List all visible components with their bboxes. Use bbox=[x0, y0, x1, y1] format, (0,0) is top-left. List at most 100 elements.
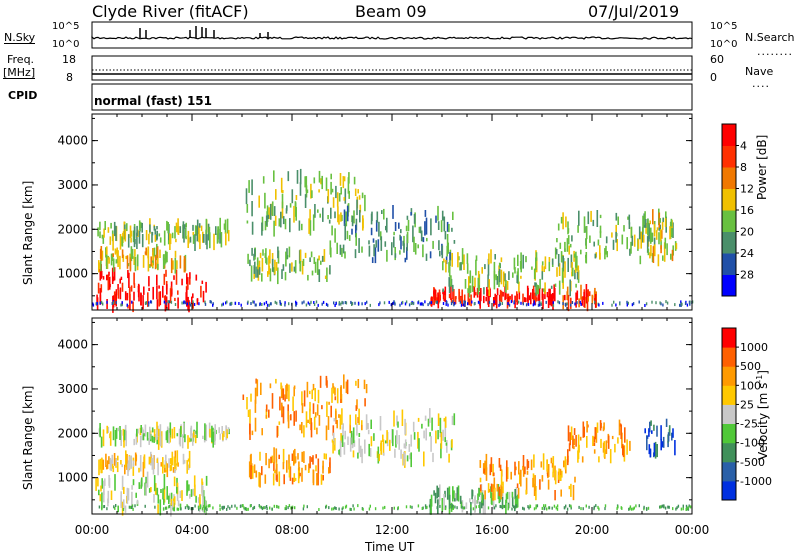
data-stroke-0-2 bbox=[200, 225, 203, 232]
data-stroke-0-0 bbox=[133, 283, 136, 288]
ground-scatter bbox=[126, 303, 128, 307]
ground-scatter bbox=[229, 506, 231, 510]
data-stroke-1-1 bbox=[110, 459, 112, 472]
data-stroke-1-1 bbox=[112, 466, 115, 473]
data-stroke-1-2 bbox=[222, 433, 224, 441]
data-stroke-1-2 bbox=[120, 433, 122, 442]
data-stroke-0-7 bbox=[484, 264, 486, 270]
data-stroke-1-6 bbox=[481, 492, 484, 504]
data-stroke-0-0 bbox=[177, 290, 179, 295]
data-stroke-0-2 bbox=[220, 232, 223, 248]
data-stroke-0-3 bbox=[319, 213, 321, 218]
data-stroke-1-5 bbox=[351, 433, 354, 449]
ground-scatter bbox=[344, 301, 347, 304]
ground-scatter bbox=[212, 302, 214, 306]
ground-scatter bbox=[342, 506, 344, 510]
velocity-colorbar-tick-label: 100 bbox=[740, 379, 761, 392]
power-colorbar-swatch bbox=[722, 124, 736, 146]
data-stroke-1-0 bbox=[131, 485, 133, 490]
data-stroke-0-4 bbox=[247, 253, 249, 264]
data-stroke-0-5 bbox=[406, 247, 408, 260]
data-stroke-0-1 bbox=[122, 254, 125, 262]
data-stroke-0-3 bbox=[245, 188, 248, 205]
ground-scatter bbox=[128, 505, 131, 509]
data-stroke-0-3 bbox=[353, 176, 356, 185]
ground-scatter bbox=[417, 301, 419, 305]
data-stroke-1-1 bbox=[108, 456, 110, 465]
data-stroke-0-3 bbox=[304, 194, 307, 208]
data-stroke-1-5 bbox=[423, 430, 425, 439]
data-stroke-0-7 bbox=[504, 273, 506, 282]
data-stroke-1-3 bbox=[321, 405, 323, 410]
data-stroke-1-6 bbox=[514, 505, 516, 512]
ground-scatter bbox=[231, 301, 233, 305]
x-tick-label: 12:00 bbox=[375, 523, 410, 537]
ground-scatter bbox=[354, 301, 356, 305]
data-stroke-0-1 bbox=[174, 250, 177, 258]
data-stroke-1-3 bbox=[269, 383, 272, 389]
data-stroke-0-3 bbox=[330, 181, 332, 195]
data-stroke-1-4 bbox=[255, 470, 258, 478]
data-stroke-0-1 bbox=[133, 256, 135, 265]
data-stroke-1-1 bbox=[165, 454, 167, 463]
data-stroke-1-3 bbox=[290, 414, 292, 421]
ground-scatter bbox=[399, 303, 401, 307]
data-stroke-1-5 bbox=[350, 430, 353, 445]
ground-scatter bbox=[426, 505, 428, 509]
data-stroke-0-5 bbox=[371, 211, 373, 222]
ground-scatter bbox=[460, 303, 463, 307]
ground-scatter bbox=[327, 303, 329, 307]
ground-scatter bbox=[662, 303, 664, 307]
ground-scatter bbox=[181, 301, 183, 305]
data-stroke-1-2 bbox=[195, 430, 197, 434]
data-stroke-1-3 bbox=[326, 380, 328, 388]
ground-scatter bbox=[464, 300, 466, 304]
ground-scatter bbox=[291, 505, 294, 509]
ground-scatter bbox=[651, 300, 653, 304]
data-stroke-1-5 bbox=[404, 453, 406, 460]
data-stroke-0-7 bbox=[469, 285, 472, 293]
data-stroke-0-2 bbox=[113, 221, 116, 237]
data-stroke-0-5 bbox=[346, 205, 349, 222]
data-stroke-1-1 bbox=[182, 453, 185, 465]
ground-scatter bbox=[502, 504, 504, 508]
data-stroke-1-4 bbox=[298, 461, 300, 471]
ground-scatter bbox=[249, 504, 252, 508]
ground-scatter bbox=[278, 505, 280, 509]
ground-scatter bbox=[513, 505, 515, 509]
data-stroke-0-3 bbox=[340, 187, 342, 195]
ground-scatter bbox=[536, 504, 539, 508]
data-stroke-1-7 bbox=[552, 456, 555, 473]
ground-scatter bbox=[199, 506, 202, 510]
data-stroke-1-9 bbox=[654, 441, 657, 459]
data-stroke-1-0 bbox=[205, 475, 208, 486]
data-stroke-0-2 bbox=[133, 230, 136, 248]
data-stroke-1-5 bbox=[403, 451, 405, 466]
data-stroke-1-3 bbox=[306, 381, 309, 398]
data-stroke-0-5 bbox=[402, 240, 404, 246]
data-stroke-0-0 bbox=[205, 281, 207, 293]
ground-scatter bbox=[221, 303, 223, 307]
data-stroke-1-2 bbox=[211, 425, 213, 442]
ground-scatter bbox=[645, 302, 648, 306]
data-stroke-0-0 bbox=[181, 278, 183, 286]
data-stroke-0-1 bbox=[100, 246, 103, 261]
data-stroke-0-3 bbox=[251, 179, 253, 196]
ground-scatter bbox=[393, 506, 395, 510]
data-stroke-1-6 bbox=[479, 501, 481, 514]
power-colorbar-swatch bbox=[722, 188, 736, 211]
data-stroke-1-4 bbox=[293, 473, 296, 482]
data-stroke-1-0 bbox=[173, 496, 176, 505]
x-tick-label: 16:00 bbox=[475, 523, 510, 537]
data-stroke-1-9 bbox=[646, 435, 648, 451]
data-stroke-1-5 bbox=[410, 452, 412, 468]
ground-scatter bbox=[538, 300, 540, 304]
data-stroke-1-1 bbox=[188, 450, 191, 468]
data-stroke-1-7 bbox=[482, 463, 485, 474]
data-stroke-0-5 bbox=[370, 227, 373, 236]
data-stroke-0-5 bbox=[334, 228, 336, 243]
velocity-colorbar-swatch bbox=[722, 461, 736, 482]
ground-scatter bbox=[236, 506, 238, 510]
data-stroke-0-0 bbox=[152, 286, 154, 300]
data-stroke-1-3 bbox=[303, 390, 306, 407]
